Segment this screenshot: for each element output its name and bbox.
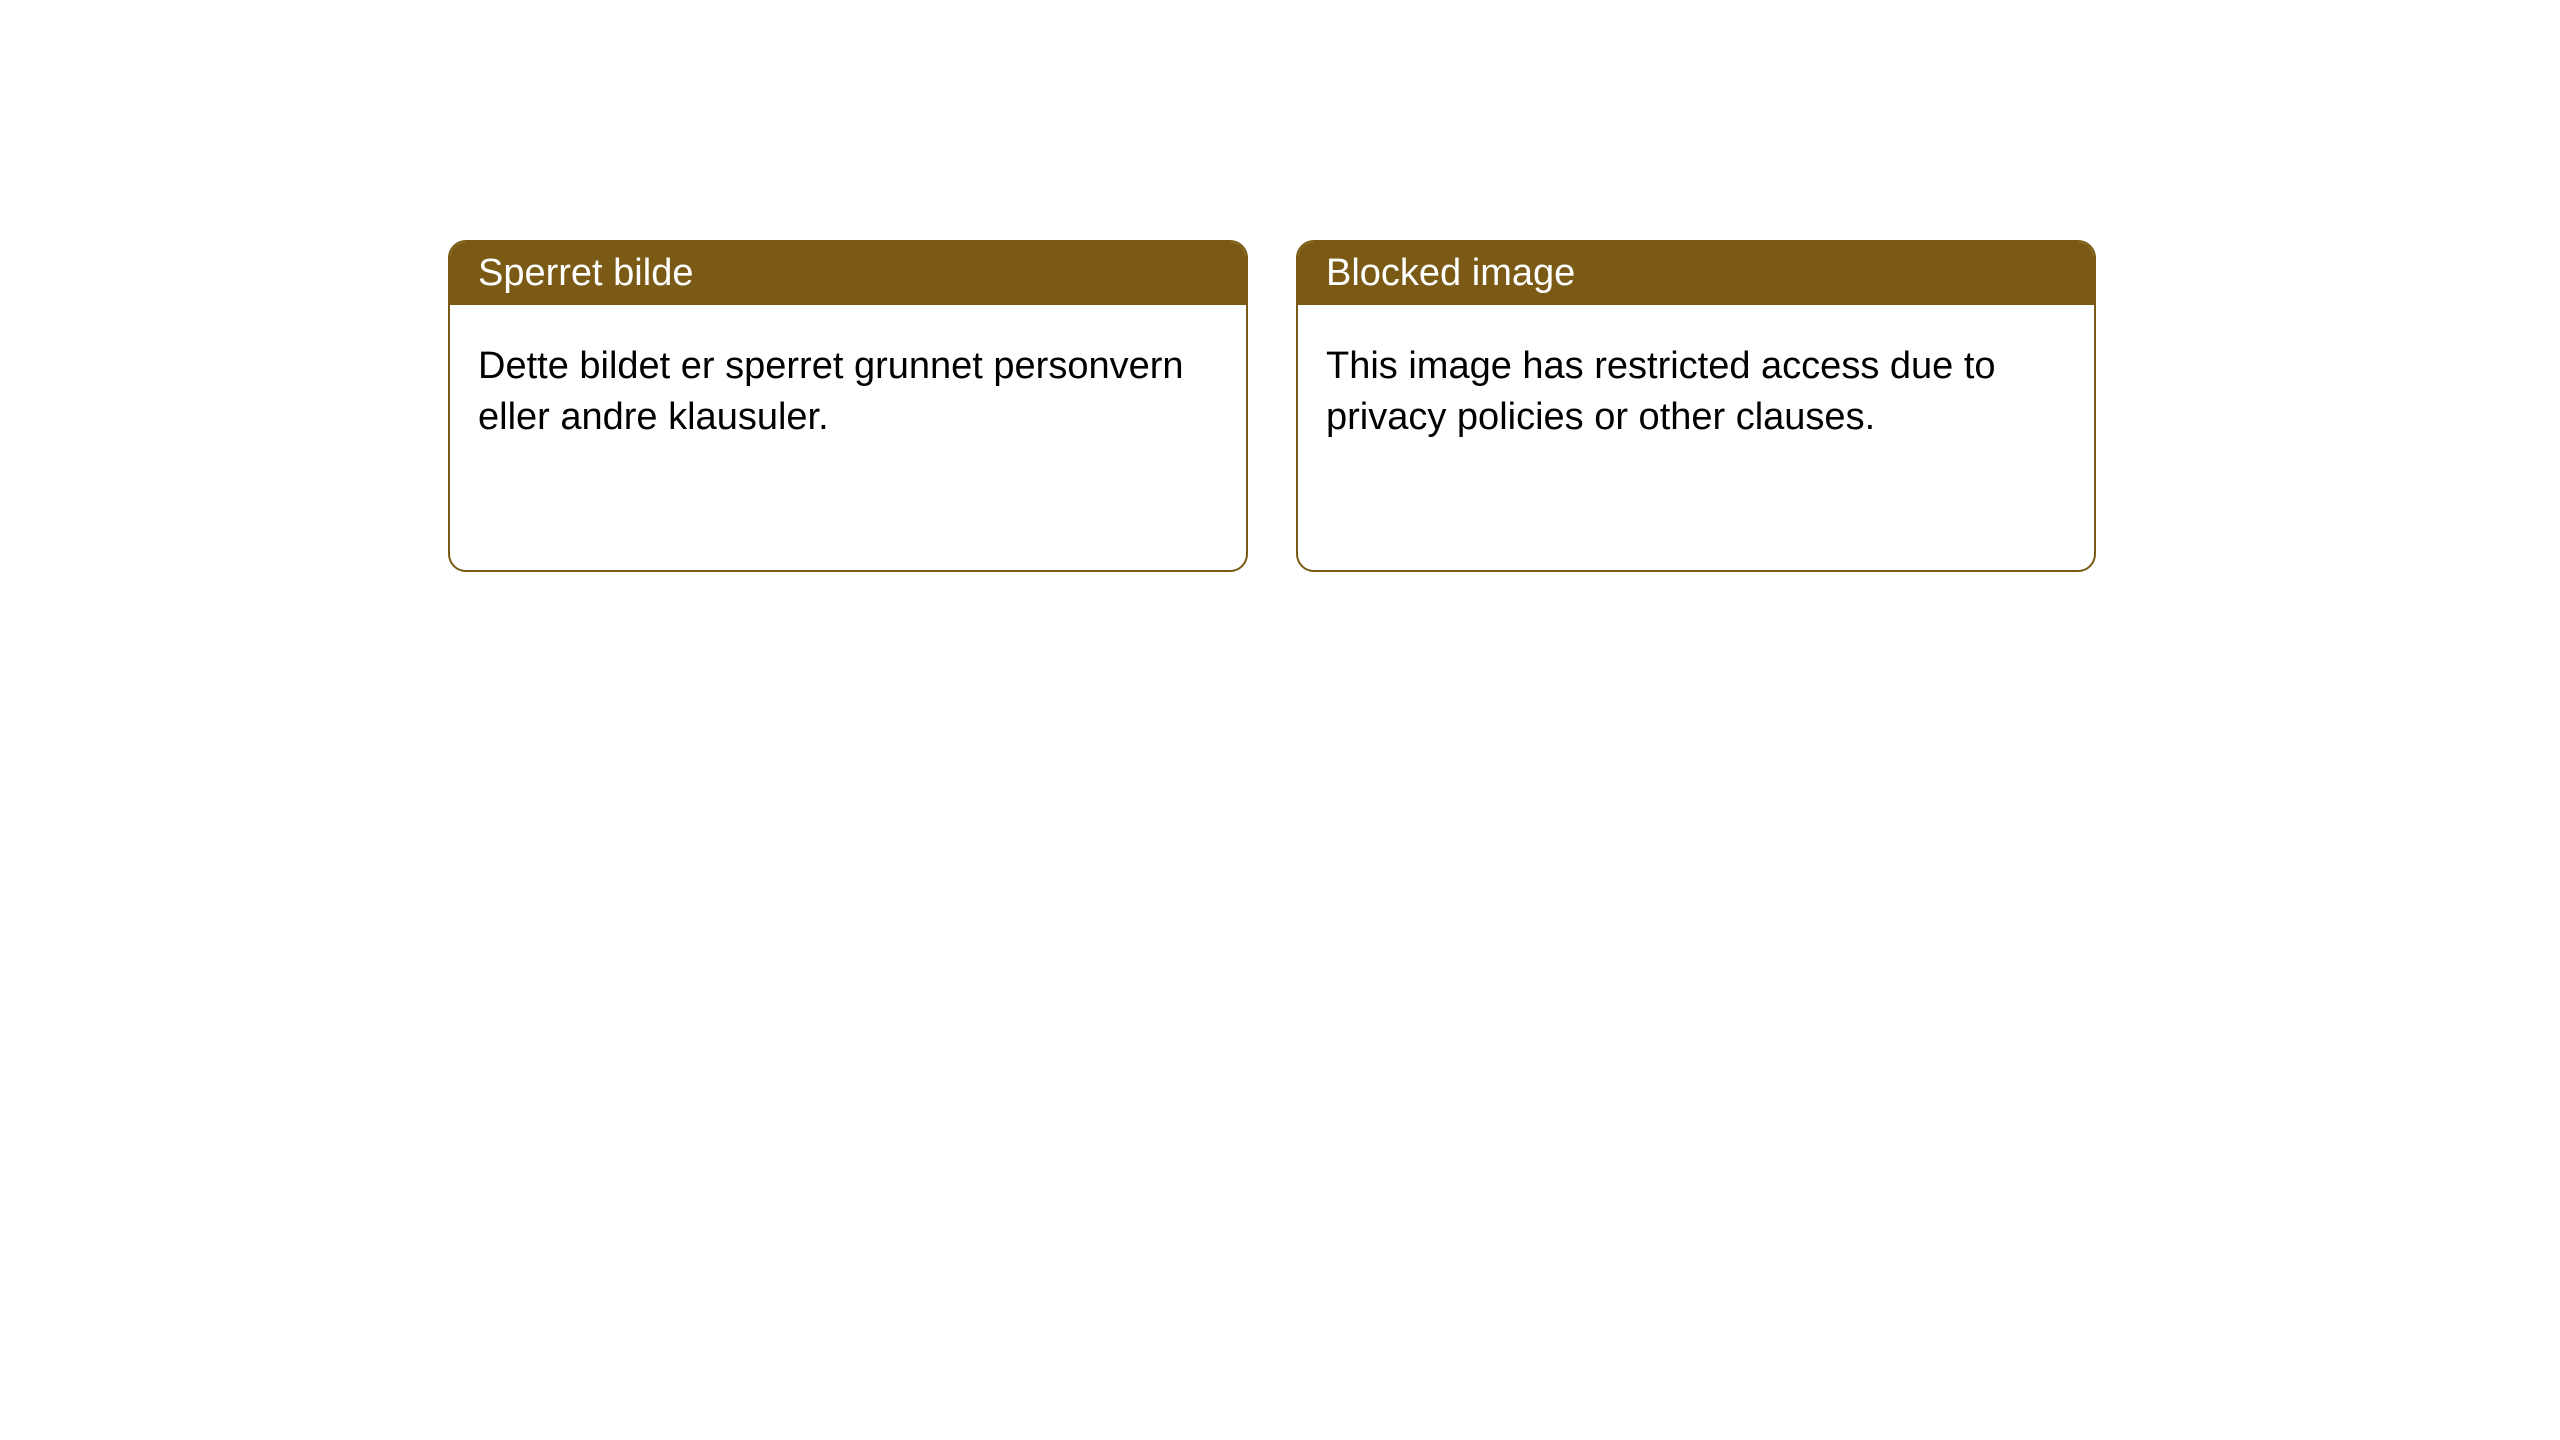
- notice-body-en: This image has restricted access due to …: [1298, 305, 2094, 480]
- notice-title-no: Sperret bilde: [450, 242, 1246, 305]
- notice-card-en: Blocked image This image has restricted …: [1296, 240, 2096, 572]
- notice-container: Sperret bilde Dette bildet er sperret gr…: [0, 0, 2560, 572]
- notice-body-no: Dette bildet er sperret grunnet personve…: [450, 305, 1246, 480]
- notice-title-en: Blocked image: [1298, 242, 2094, 305]
- notice-card-no: Sperret bilde Dette bildet er sperret gr…: [448, 240, 1248, 572]
